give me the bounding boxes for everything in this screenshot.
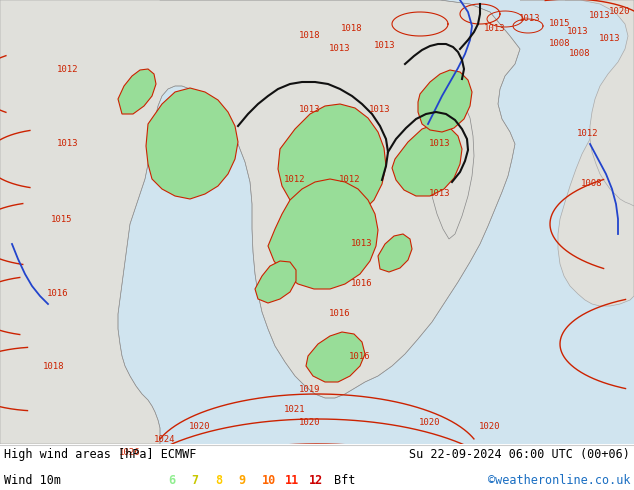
Text: 1018: 1018 xyxy=(43,362,65,370)
Text: 1013: 1013 xyxy=(599,34,621,44)
Text: 6: 6 xyxy=(168,474,175,487)
Text: 1018: 1018 xyxy=(341,24,363,33)
Text: 1016: 1016 xyxy=(349,351,371,361)
Text: 1013: 1013 xyxy=(57,140,79,148)
Text: 1008: 1008 xyxy=(569,49,591,58)
Text: Wind 10m: Wind 10m xyxy=(4,474,61,487)
Polygon shape xyxy=(0,0,520,444)
Text: 1013: 1013 xyxy=(299,104,321,114)
Text: 12: 12 xyxy=(309,474,323,487)
Text: 7: 7 xyxy=(191,474,198,487)
Text: 1020: 1020 xyxy=(190,421,210,431)
Text: 1012: 1012 xyxy=(339,174,361,183)
Text: Su 22-09-2024 06:00 UTC (00+06): Su 22-09-2024 06:00 UTC (00+06) xyxy=(409,448,630,461)
Text: 1012: 1012 xyxy=(57,65,79,74)
Text: 10: 10 xyxy=(262,474,276,487)
Text: 11: 11 xyxy=(285,474,299,487)
Text: 1020: 1020 xyxy=(609,7,631,17)
Text: ©weatheronline.co.uk: ©weatheronline.co.uk xyxy=(488,474,630,487)
Text: 1020: 1020 xyxy=(299,417,321,426)
Text: 1021: 1021 xyxy=(284,405,306,414)
Text: 1020: 1020 xyxy=(419,417,441,426)
Polygon shape xyxy=(392,124,462,196)
Text: 1013: 1013 xyxy=(589,11,611,21)
Text: 1015: 1015 xyxy=(549,20,571,28)
Polygon shape xyxy=(426,89,474,239)
Text: 1013: 1013 xyxy=(429,190,451,198)
Polygon shape xyxy=(118,69,156,114)
Text: 1013: 1013 xyxy=(484,24,506,33)
Text: 1018: 1018 xyxy=(299,31,321,41)
Polygon shape xyxy=(278,104,386,222)
Polygon shape xyxy=(268,179,378,289)
Text: 1013: 1013 xyxy=(351,240,373,248)
Text: 1013: 1013 xyxy=(429,140,451,148)
Text: 1012: 1012 xyxy=(577,129,598,139)
Text: 1013: 1013 xyxy=(567,27,589,36)
Text: 1008: 1008 xyxy=(549,40,571,49)
Text: 8: 8 xyxy=(215,474,222,487)
Text: 1024: 1024 xyxy=(154,435,176,443)
Polygon shape xyxy=(565,0,634,206)
Text: Bft: Bft xyxy=(334,474,356,487)
Text: 1020: 1020 xyxy=(479,421,501,431)
Polygon shape xyxy=(520,0,634,306)
Polygon shape xyxy=(378,234,412,272)
Text: 1015: 1015 xyxy=(51,215,73,223)
Text: 1016: 1016 xyxy=(329,310,351,318)
Text: 1008: 1008 xyxy=(581,179,603,189)
Text: 1013: 1013 xyxy=(519,15,541,24)
Text: 1013: 1013 xyxy=(374,42,396,50)
Text: 9: 9 xyxy=(238,474,245,487)
Polygon shape xyxy=(255,261,296,303)
Text: 1013: 1013 xyxy=(369,104,391,114)
Text: 1019: 1019 xyxy=(299,385,321,393)
Text: 1013: 1013 xyxy=(329,45,351,53)
Polygon shape xyxy=(306,332,365,382)
Text: 1016: 1016 xyxy=(48,290,68,298)
Polygon shape xyxy=(146,88,238,199)
Text: 1026: 1026 xyxy=(119,447,141,457)
Polygon shape xyxy=(418,70,472,132)
Text: High wind areas [hPa] ECMWF: High wind areas [hPa] ECMWF xyxy=(4,448,197,461)
Text: 1012: 1012 xyxy=(284,174,306,183)
Text: 1016: 1016 xyxy=(351,279,373,289)
